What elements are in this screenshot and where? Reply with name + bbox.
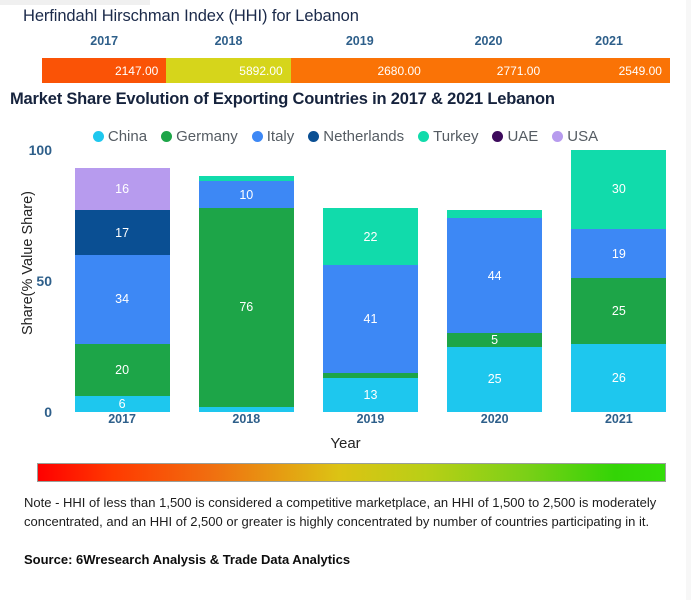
hhi-value-bar: 2147.00 5892.00 2680.00 2771.00 2549.00 — [42, 58, 670, 83]
hhi-year-2017: 2017 — [90, 34, 119, 48]
right-edge-strip — [686, 0, 691, 600]
x-tick-2019: 2019 — [356, 412, 385, 426]
source-text: Source: 6Wresearch Analysis & Trade Data… — [24, 552, 351, 567]
y-tick-50: 50 — [36, 273, 52, 289]
hhi-segment-2018: 5892.00 — [166, 58, 291, 83]
legend-swatch-icon — [552, 131, 564, 142]
legend-swatch-icon — [308, 131, 320, 142]
bar-segment-2019-italy[interactable]: 41 — [322, 265, 418, 373]
bar-segment-2017-germany[interactable]: 20 — [74, 343, 170, 397]
legend-label: Italy — [266, 128, 295, 145]
bar-column-2019[interactable]: 13 41 22 — [322, 207, 418, 412]
legend-item-usa[interactable]: USA — [552, 128, 598, 145]
hhi-segment-2019: 2680.00 — [290, 58, 429, 83]
bar-segment-2020-china[interactable]: 25 — [447, 346, 543, 412]
bar-segment-2017-netherlands[interactable]: 17 — [74, 210, 170, 255]
x-tick-2018: 2018 — [232, 412, 261, 426]
legend-item-turkey[interactable]: Turkey — [418, 128, 478, 145]
bar-segment-2021-germany[interactable]: 25 — [571, 278, 667, 344]
legend-swatch-icon — [492, 131, 504, 142]
legend-swatch-icon — [92, 131, 104, 142]
y-tick-0: 0 — [44, 404, 52, 420]
stacked-bars: 6 20 34 17 16 76 10 13 41 22 25 5 44 26 25 19 30 — [60, 150, 681, 412]
x-tick-2017: 2017 — [108, 412, 136, 426]
legend-item-italy[interactable]: Italy — [251, 128, 295, 145]
note-text: Note - HHI of less than 1,500 is conside… — [24, 495, 657, 529]
bar-segment-2019-china[interactable]: 13 — [322, 377, 418, 412]
legend-label: UAE — [507, 128, 539, 145]
legend-swatch-icon — [161, 131, 173, 142]
bar-segment-2018-germany[interactable]: 76 — [198, 207, 294, 407]
bar-segment-2017-china[interactable]: 6 — [74, 396, 170, 412]
y-axis-label: Share(% Value Share) — [20, 191, 36, 336]
hhi-title: Herfindahl Hirschman Index (HHI) for Leb… — [23, 7, 359, 25]
bar-segment-2017-italy[interactable]: 34 — [74, 254, 170, 344]
plot-area: Share(% Value Share) 0 50 100 6 20 34 17 16 76 1… — [0, 142, 691, 452]
chart-title: Market Share Evolution of Exporting Coun… — [10, 90, 555, 108]
legend-label: Netherlands — [323, 128, 405, 145]
bar-column-2017[interactable]: 6 20 34 17 16 — [74, 168, 170, 412]
legend-item-china[interactable]: China — [92, 128, 148, 145]
bar-column-2018[interactable]: 76 10 — [198, 176, 294, 412]
x-tick-2020: 2020 — [480, 412, 509, 426]
legend-item-uae[interactable]: UAE — [492, 128, 538, 145]
bar-segment-2021-china[interactable]: 26 — [571, 343, 667, 412]
legend-label: Germany — [176, 128, 238, 145]
hhi-year-2021: 2021 — [595, 34, 623, 48]
hhi-segment-2020: 2771.00 — [428, 58, 549, 83]
bar-segment-2018-turkey[interactable] — [198, 176, 294, 182]
bar-segment-2019-germany[interactable] — [322, 372, 418, 378]
bar-segment-2020-turkey[interactable] — [447, 210, 543, 219]
bar-segment-2017-usa[interactable]: 16 — [74, 168, 170, 211]
x-axis-label: Year — [330, 435, 361, 452]
bar-segment-2018-italy[interactable]: 10 — [198, 181, 294, 208]
bar-segment-2018-china[interactable] — [198, 406, 294, 412]
chart-legend: China Germany Italy Netherlands Turkey UAE USA — [0, 128, 691, 145]
x-axis-ticks: 2017 2018 2019 2020 2021 — [60, 412, 681, 432]
hhi-year-2020: 2020 — [474, 34, 503, 48]
legend-label: China — [107, 128, 148, 145]
y-tick-100: 100 — [28, 142, 52, 158]
legend-label: Turkey — [433, 128, 479, 145]
hhi-segment-2021: 2549.00 — [548, 58, 670, 83]
x-tick-2021: 2021 — [604, 412, 633, 426]
hhi-gradient-legend — [37, 463, 666, 482]
hhi-year-2018: 2018 — [214, 34, 243, 48]
legend-item-netherlands[interactable]: Netherlands — [308, 128, 404, 145]
bar-segment-2020-italy[interactable]: 44 — [447, 218, 543, 334]
bar-segment-2020-germany[interactable]: 5 — [447, 333, 543, 347]
y-axis: Share(% Value Share) 0 50 100 — [0, 142, 60, 420]
bar-column-2021[interactable]: 26 25 19 30 — [571, 150, 667, 412]
bar-segment-2019-turkey[interactable]: 22 — [322, 207, 418, 266]
hhi-segment-2017: 2147.00 — [42, 58, 167, 83]
hhi-year-row: 2017 2018 2019 2020 2021 — [42, 34, 670, 52]
top-left-strip — [0, 0, 150, 5]
bar-segment-2021-italy[interactable]: 19 — [571, 228, 667, 279]
legend-swatch-icon — [251, 131, 263, 142]
legend-swatch-icon — [418, 131, 430, 142]
legend-label: USA — [567, 128, 599, 145]
bar-column-2020[interactable]: 25 5 44 — [447, 210, 543, 412]
legend-item-germany[interactable]: Germany — [161, 128, 238, 145]
bar-segment-2021-turkey[interactable]: 30 — [571, 150, 667, 229]
hhi-year-2019: 2019 — [345, 34, 374, 48]
